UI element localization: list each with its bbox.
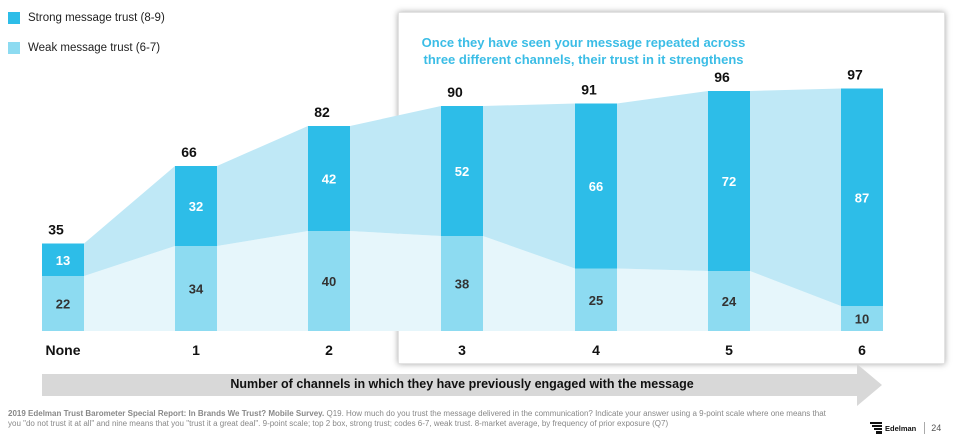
label-total-4: 91: [581, 82, 597, 98]
legend-item-strong: Strong message trust (8-9): [8, 8, 165, 28]
bar-strong-4: [575, 103, 617, 269]
category-label-2: 2: [325, 342, 333, 358]
bar-strong-2: [308, 126, 350, 231]
bar-weak-0: [42, 276, 84, 331]
label-weak-1: 34: [189, 282, 204, 297]
bar-weak-4: [575, 268, 617, 331]
label-strong-5: 72: [722, 174, 736, 189]
bar-strong-3: [441, 106, 483, 236]
bar-weak-1: [175, 246, 217, 331]
label-total-6: 97: [847, 67, 863, 83]
bar-weak-3: [441, 236, 483, 331]
x-axis-label: Number of channels in which they have pr…: [230, 377, 694, 391]
edelman-logo-icon: [870, 422, 882, 434]
bar-weak-2: [308, 231, 350, 331]
legend-swatch-strong: [8, 12, 20, 24]
label-strong-4: 66: [589, 179, 603, 194]
page-number: 24: [931, 423, 942, 433]
label-total-3: 90: [447, 84, 463, 100]
label-strong-3: 52: [455, 164, 469, 179]
legend-label-strong: Strong message trust (8-9): [28, 12, 165, 24]
label-total-1: 66: [181, 144, 197, 160]
legend-label-weak: Weak message trust (6-7): [28, 42, 161, 54]
brand-name: Edelman: [885, 423, 917, 433]
bar-strong-5: [708, 91, 750, 271]
legend: Strong message trust (8-9) Weak message …: [8, 8, 165, 68]
label-weak-4: 25: [589, 293, 603, 308]
bar-strong-1: [175, 166, 217, 246]
legend-item-weak: Weak message trust (6-7): [8, 38, 165, 58]
footnote-source: 2019 Edelman Trust Barometer Special Rep…: [8, 409, 325, 418]
label-total-5: 96: [714, 69, 730, 85]
label-strong-1: 32: [189, 199, 203, 214]
label-strong-6: 87: [855, 190, 869, 205]
category-label-3: 3: [458, 342, 466, 358]
legend-swatch-weak: [8, 42, 20, 54]
brand-divider: [924, 422, 926, 434]
footnote-text: Q19. How much do you trust the message d…: [8, 409, 826, 428]
category-label-5: 5: [725, 342, 733, 358]
x-axis-arrow: Number of channels in which they have pr…: [42, 364, 882, 406]
label-weak-6: 10: [855, 312, 869, 327]
label-strong-2: 42: [322, 172, 336, 187]
callout-line-2: three different channels, their trust in…: [423, 52, 744, 67]
arrow-shape: [42, 364, 882, 406]
callout-line-1: Once they have seen your message repeate…: [421, 35, 746, 50]
bar-strong-6: [841, 88, 883, 306]
label-weak-0: 22: [56, 297, 70, 312]
footnote: 2019 Edelman Trust Barometer Special Rep…: [8, 409, 828, 440]
label-weak-2: 40: [322, 274, 336, 289]
brand: Edelman 24: [870, 422, 941, 434]
label-weak-5: 24: [722, 294, 737, 309]
stacked-bar-chart: 22 13 35 None 34 32 66 1 40 42 82 2 38 52 90 3 25 66 91 4 24…: [42, 67, 883, 358]
category-label-6: 6: [858, 342, 866, 358]
label-strong-0: 13: [56, 253, 70, 268]
label-weak-3: 38: [455, 277, 469, 292]
label-total-0: 35: [48, 222, 64, 238]
bar-weak-6: [841, 306, 883, 331]
bar-weak-5: [708, 271, 750, 331]
category-label-4: 4: [592, 342, 600, 358]
label-total-2: 82: [314, 104, 330, 120]
bar-strong-0: [42, 243, 84, 276]
category-label-0: None: [46, 342, 81, 358]
category-label-1: 1: [192, 342, 200, 358]
callout-text: Once they have seen your message repeate…: [398, 34, 943, 68]
